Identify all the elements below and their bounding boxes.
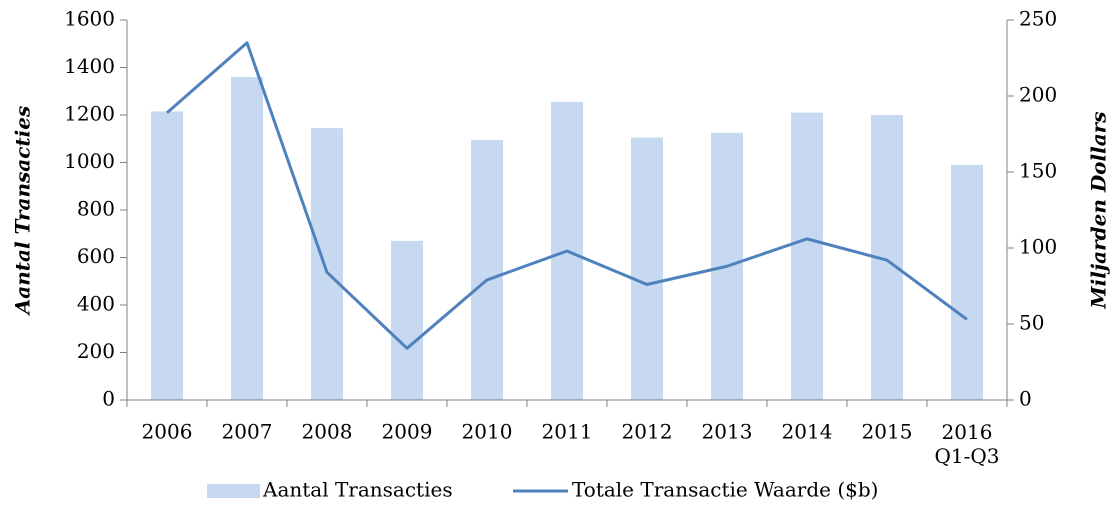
- x-tick-label: 2011: [542, 420, 593, 444]
- y2-tick-label: 150: [1019, 159, 1057, 183]
- y2-tick-label: 100: [1019, 235, 1057, 259]
- y2-tick-label: 50: [1019, 311, 1044, 335]
- x-tick-label: 2013: [702, 420, 753, 444]
- y2-tick-label: 0: [1019, 387, 1032, 411]
- y2-axis-title: Miljarden Dollars: [1087, 112, 1111, 310]
- y-tick-label: 200: [77, 339, 115, 363]
- bar: [231, 77, 263, 400]
- bar: [471, 139, 503, 400]
- x-tick-label: 2016 Q1-Q3: [935, 420, 1000, 468]
- y-tick-label: 600: [77, 244, 115, 268]
- bar: [391, 240, 423, 400]
- x-tick-label: 2010: [462, 420, 513, 444]
- legend-label: Aantal Transacties: [262, 478, 453, 502]
- y2-tick-label: 250: [1019, 7, 1057, 31]
- x-tick-label: 2008: [302, 420, 353, 444]
- x-tick-label: 2006: [142, 420, 193, 444]
- legend-label: Totale Transactie Waarde ($b): [572, 478, 878, 502]
- bar: [311, 128, 343, 400]
- y-tick-label: 1200: [64, 102, 115, 126]
- y-axis-title: Aantal Transacties: [11, 106, 35, 316]
- y-tick-label: 1600: [64, 7, 115, 31]
- y-tick-label: 0: [102, 387, 115, 411]
- x-tick-label: 2007: [222, 420, 273, 444]
- bar: [791, 112, 823, 400]
- bar: [951, 164, 983, 400]
- line-series: [166, 41, 968, 350]
- y-tick-label: 1400: [64, 54, 115, 78]
- y-tick-label: 800: [77, 197, 115, 221]
- x-tick-label: 2009: [382, 420, 433, 444]
- y-tick-label: 400: [77, 292, 115, 316]
- bar: [151, 111, 183, 400]
- legend-swatch: [207, 484, 260, 498]
- x-tick-label: 2014: [782, 420, 833, 444]
- bar: [631, 137, 663, 400]
- y2-tick-label: 200: [1019, 83, 1057, 107]
- y-tick-label: 1000: [64, 149, 115, 173]
- x-tick-label: 2012: [622, 420, 673, 444]
- x-tick-label: 2015: [862, 420, 913, 444]
